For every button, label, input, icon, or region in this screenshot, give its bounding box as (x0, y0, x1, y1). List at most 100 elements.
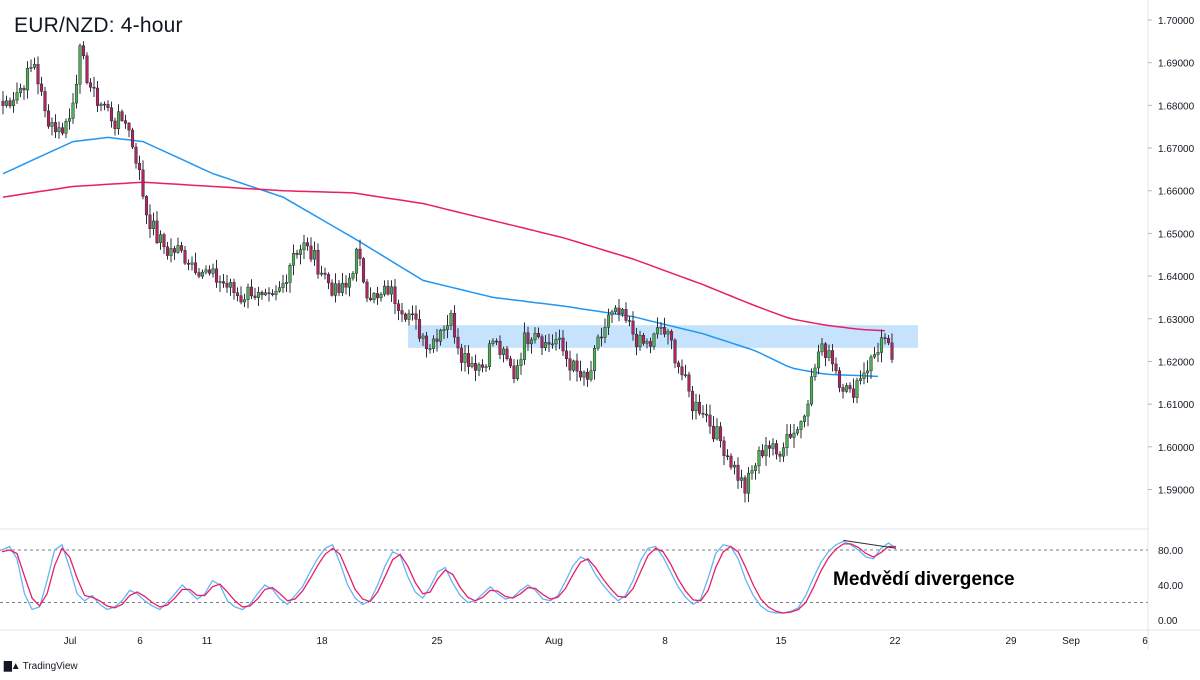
bear-candle-body (480, 364, 485, 368)
candle (624, 302, 628, 323)
candle (158, 230, 163, 250)
bull-candle-body (347, 277, 352, 288)
candle (127, 121, 131, 138)
candle (809, 368, 814, 407)
candle (382, 280, 387, 297)
bull-candle-body (15, 92, 19, 101)
bear-candle-body (396, 303, 401, 311)
candle (18, 83, 23, 98)
bull-candle-body (151, 220, 156, 229)
candle (312, 241, 317, 266)
candle (424, 331, 429, 358)
candle (676, 360, 681, 374)
candle (827, 344, 831, 362)
candle (46, 104, 51, 129)
bull-candle-body (515, 365, 520, 379)
candle (477, 362, 481, 377)
candle (92, 76, 96, 98)
bear-candle-body (207, 269, 212, 274)
candle (582, 370, 586, 386)
candle (774, 439, 779, 460)
bull-candle-body (771, 443, 775, 449)
bear-candle-body (127, 123, 131, 131)
bear-candle-body (704, 413, 709, 416)
candle (284, 274, 289, 293)
bear-candle-body (452, 312, 457, 338)
candle (487, 340, 492, 371)
candle (631, 311, 635, 341)
candle (323, 267, 327, 280)
candle (372, 291, 376, 304)
candle (137, 155, 142, 181)
bull-candle-body (592, 347, 597, 372)
bull-candle-body (820, 343, 824, 353)
bull-candle-body (78, 45, 82, 85)
price-tick-label: 1.65000 (1158, 229, 1195, 240)
bull-candle-body (844, 385, 849, 392)
candle (596, 334, 600, 351)
candle (834, 357, 838, 375)
candle (148, 204, 152, 238)
candle (883, 333, 887, 345)
candle (606, 308, 611, 335)
candle (22, 85, 26, 100)
bull-candle-body (876, 352, 880, 355)
time-tick-label: 22 (889, 636, 901, 647)
candle (519, 352, 523, 375)
candle (431, 335, 436, 353)
bear-candle-body (239, 295, 243, 303)
candle (8, 97, 12, 109)
bear-candle-body (85, 55, 89, 84)
candle (351, 271, 355, 281)
candle (344, 275, 348, 295)
candle (725, 449, 730, 461)
bear-candle-body (137, 162, 142, 171)
bull-candle-body (256, 292, 261, 298)
bear-candle-body (624, 309, 628, 321)
bear-candle-body (305, 242, 310, 247)
candle (522, 322, 527, 365)
candle (260, 290, 264, 300)
bear-candle-body (43, 91, 47, 112)
price-tick-label: 1.61000 (1158, 400, 1195, 411)
stoch-tick-label: 0.00 (1158, 616, 1178, 627)
bear-candle-body (494, 340, 499, 343)
candle (67, 108, 72, 130)
time-tick-label: Jul (64, 636, 77, 647)
bear-candle-body (473, 363, 478, 371)
bear-candle-body (456, 336, 460, 349)
bull-candle-body (354, 248, 359, 274)
candle (281, 274, 285, 293)
candle (627, 316, 632, 327)
bear-candle-body (585, 371, 590, 380)
bear-candle-body (22, 87, 26, 91)
bull-candle-body (865, 370, 870, 374)
bear-candle-body (830, 350, 835, 365)
candle (207, 265, 212, 276)
divergence-line (843, 539, 897, 549)
bear-candle-body (417, 319, 422, 339)
candle (361, 257, 366, 284)
bear-candle-body (46, 110, 51, 127)
candle (764, 436, 768, 466)
bear-candle-body (536, 333, 541, 338)
bull-candle-body (190, 262, 194, 265)
candle (358, 239, 362, 266)
bear-candle-body (526, 332, 530, 345)
candle (571, 359, 576, 373)
candle (386, 280, 390, 296)
candle (760, 444, 765, 459)
price-tick-label: 1.70000 (1158, 16, 1195, 27)
bear-candle-body (141, 169, 145, 197)
candle (512, 359, 516, 384)
divergence-annotation: Medvědí divergence (833, 569, 1015, 590)
candle (239, 286, 243, 305)
bear-candle-body (414, 313, 418, 320)
candle (592, 344, 597, 380)
bear-candle-body (221, 281, 226, 284)
price-tick-label: 1.59000 (1158, 486, 1195, 497)
bull-candle-body (204, 269, 208, 273)
bear-candle-body (295, 252, 299, 255)
candle (666, 328, 670, 345)
bull-candle-body (421, 335, 425, 339)
